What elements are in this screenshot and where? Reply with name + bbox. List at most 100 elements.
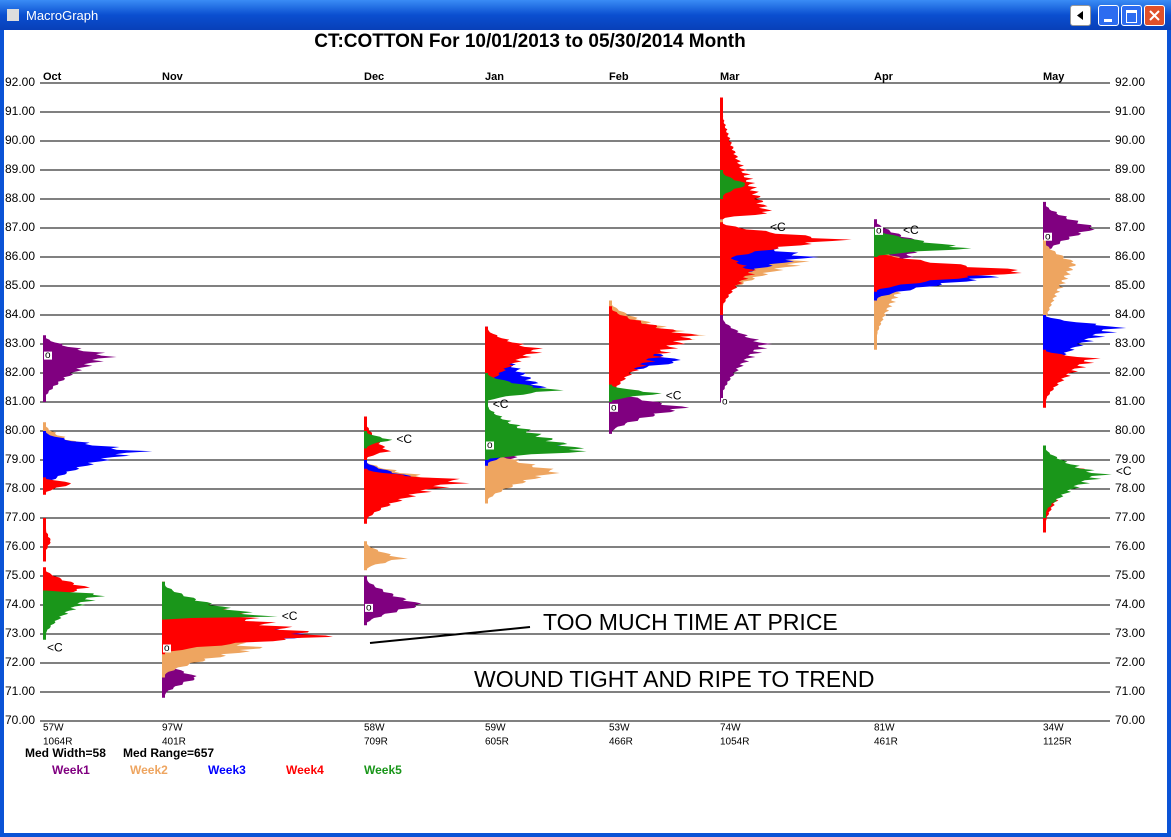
stat: Med Width=58 <box>25 746 106 760</box>
y-tick-label: 90.00 <box>1115 133 1145 147</box>
legend-entry: Week2 <box>130 763 168 777</box>
y-tick-label: 73.00 <box>5 626 35 640</box>
profile-week1 <box>609 387 690 434</box>
open-marker <box>1044 232 1052 241</box>
y-tick-label: 83.00 <box>5 336 35 350</box>
y-tick-label: 87.00 <box>1115 220 1145 234</box>
y-tick-label: 84.00 <box>5 307 35 321</box>
legend-entry: Week4 <box>286 763 324 777</box>
annotation: TOO MUCH TIME AT PRICE <box>543 609 838 635</box>
profile-week5 <box>874 228 972 257</box>
profile-week4 <box>43 518 51 562</box>
profile-week5 <box>485 402 587 460</box>
open-marker <box>875 226 883 235</box>
y-tick-label: 81.00 <box>5 394 35 408</box>
x-tick-label: Nov <box>162 71 184 83</box>
width-label: 59W <box>485 723 506 734</box>
y-tick-label: 90.00 <box>5 133 35 147</box>
profile-week5 <box>162 581 278 620</box>
width-label: 58W <box>364 723 385 734</box>
profile-week1 <box>1043 201 1095 257</box>
y-tick-label: 86.00 <box>5 249 35 263</box>
profile-week4 <box>874 251 1022 292</box>
close-label: <C <box>493 397 509 411</box>
range-label: 1054R <box>720 737 749 748</box>
profile-week5 <box>609 384 662 402</box>
x-tick-label: Dec <box>364 71 384 83</box>
open-label: o <box>164 643 170 654</box>
y-tick-label: 77.00 <box>1115 510 1145 524</box>
profile-week2 <box>1043 239 1076 336</box>
legend-entry: Week3 <box>208 763 246 777</box>
y-tick-label: 75.00 <box>5 568 35 582</box>
open-marker <box>486 441 494 450</box>
width-label: 34W <box>1043 723 1064 734</box>
y-tick-label: 80.00 <box>5 423 35 437</box>
y-tick-label: 71.00 <box>5 684 35 698</box>
width-label: 81W <box>874 723 895 734</box>
x-tick-label: Jan <box>485 71 504 83</box>
y-tick-label: 78.00 <box>1115 481 1145 495</box>
icon <box>1149 10 1160 21</box>
back-button[interactable] <box>1070 5 1091 26</box>
profile-week5 <box>43 590 106 640</box>
client-area: CT:COTTON For 10/01/2013 to 05/30/2014 M… <box>4 30 1167 833</box>
close-label: <C <box>1116 464 1132 478</box>
profile-week2 <box>485 445 560 504</box>
profile-week4 <box>720 97 773 220</box>
range-label: 709R <box>364 737 388 748</box>
open-marker <box>44 351 52 360</box>
app-icon <box>7 9 19 21</box>
profile-week4 <box>43 477 72 495</box>
open-label: o <box>1045 231 1051 242</box>
x-tick-label: Mar <box>720 71 740 83</box>
profile-week4 <box>720 222 852 263</box>
y-tick-label: 72.00 <box>1115 655 1145 669</box>
open-marker <box>365 603 373 612</box>
close-button[interactable] <box>1144 5 1165 26</box>
y-tick-label: 85.00 <box>5 278 35 292</box>
x-tick-label: Oct <box>43 71 62 83</box>
close-label: <C <box>903 223 919 237</box>
open-label: o <box>722 397 728 408</box>
y-tick-label: 86.00 <box>1115 249 1145 263</box>
profile-week4 <box>364 468 470 524</box>
open-marker <box>163 644 171 653</box>
y-tick-label: 88.00 <box>1115 191 1145 205</box>
y-tick-label: 70.00 <box>5 713 35 727</box>
profile-week3 <box>1043 315 1127 379</box>
stat: Med Range=657 <box>123 746 214 760</box>
profile-week3 <box>43 431 153 489</box>
profile-week4 <box>1043 349 1101 408</box>
range-label: 461R <box>874 737 898 748</box>
y-tick-label: 71.00 <box>1115 684 1145 698</box>
y-tick-label: 91.00 <box>1115 104 1145 118</box>
open-label: o <box>611 402 617 413</box>
profile-week1 <box>364 576 422 626</box>
profile-week5 <box>720 170 746 199</box>
y-tick-label: 76.00 <box>1115 539 1145 553</box>
minimize-button[interactable] <box>1098 5 1119 26</box>
open-label: o <box>366 603 372 614</box>
close-label: <C <box>770 220 786 234</box>
range-label: 401R <box>162 737 186 748</box>
close-label: <C <box>47 641 63 655</box>
range-label: 605R <box>485 737 509 748</box>
maximize-button[interactable] <box>1121 5 1142 26</box>
y-tick-label: 84.00 <box>1115 307 1145 321</box>
y-tick-label: 88.00 <box>5 191 35 205</box>
y-tick-label: 81.00 <box>1115 394 1145 408</box>
y-tick-label: 83.00 <box>1115 336 1145 350</box>
title-bar: MacroGraph <box>0 0 1171 30</box>
annotation: WOUND TIGHT AND RIPE TO TREND <box>474 666 874 692</box>
y-tick-label: 74.00 <box>5 597 35 611</box>
profile-week4 <box>485 326 543 394</box>
close-label: <C <box>666 388 682 402</box>
range-label: 466R <box>609 737 633 748</box>
profile-week5 <box>1043 445 1112 518</box>
close-label: <C <box>282 609 298 623</box>
width-label: 74W <box>720 723 741 734</box>
profile-week1 <box>720 315 773 402</box>
width-label: 57W <box>43 723 64 734</box>
